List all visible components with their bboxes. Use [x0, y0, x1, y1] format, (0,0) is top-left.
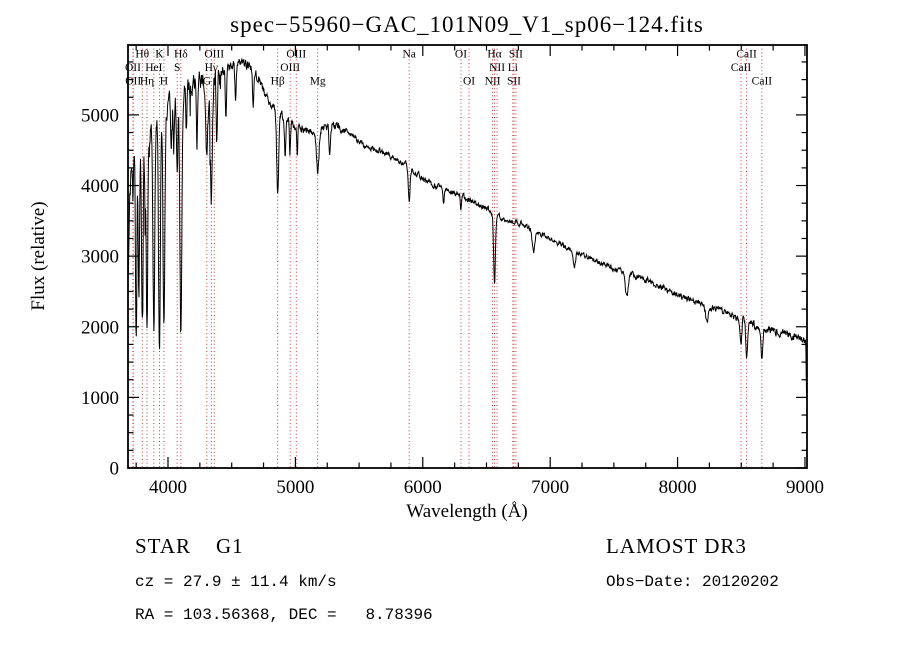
line-marker-label: OII	[125, 62, 141, 74]
x-tick-label: 9000	[786, 477, 824, 498]
line-marker-label: H	[160, 76, 168, 88]
x-tick-label: 4000	[149, 477, 187, 498]
line-marker-label: OIII	[204, 49, 224, 61]
line-marker-label: OIII	[280, 62, 300, 74]
x-tick-label: 8000	[659, 477, 697, 498]
spectrum-trace	[127, 57, 808, 400]
line-marker-label: Hη	[140, 76, 154, 88]
line-marker-label: G	[203, 76, 211, 88]
line-marker-label: Hγ	[205, 62, 218, 74]
line-marker-label: OI	[455, 49, 467, 61]
y-tick-label: 0	[110, 459, 120, 480]
line-marker-label: Hθ	[135, 49, 149, 61]
line-marker-label: NII	[485, 76, 501, 88]
line-marker-label: CaII	[752, 76, 773, 88]
line-marker-label: NII	[489, 62, 505, 74]
plot-border	[127, 44, 808, 469]
line-marker-label: Mg	[310, 76, 326, 88]
line-marker-label: S	[174, 62, 180, 74]
line-marker-label: Hδ	[174, 49, 188, 61]
axis-ticks	[128, 45, 807, 469]
plot-title: spec−55960−GAC_101N09_V1_sp06−124.fits	[230, 12, 704, 37]
obs-date-label: Obs−Date: 20120202	[606, 573, 779, 591]
x-tick-label: 6000	[404, 477, 442, 498]
y-tick-label: 2000	[81, 317, 119, 338]
line-marker-label: SII	[509, 49, 523, 61]
y-tick-label: 1000	[81, 388, 119, 409]
line-marker-label: HeI	[145, 62, 162, 74]
object-class-label: STAR G1	[135, 534, 244, 558]
line-marker-label: OII	[125, 76, 141, 88]
line-marker-label: Na	[402, 49, 415, 61]
x-tick-label: 5000	[276, 477, 314, 498]
y-tick-label: 5000	[81, 105, 119, 126]
line-marker-label: K	[155, 49, 164, 61]
survey-label: LAMOST DR3	[606, 534, 747, 558]
line-marker-label: Hβ	[271, 76, 285, 88]
y-axis-label: Flux (relative)	[28, 201, 49, 310]
line-marker-label: OI	[463, 76, 475, 88]
line-marker-label: Li	[508, 62, 518, 74]
line-marker-label: CaII	[736, 49, 757, 61]
coordinates-label: RA = 103.56368, DEC = 8.78396	[135, 606, 433, 624]
line-marker-label: SII	[507, 76, 521, 88]
cz-value-label: cz = 27.9 ± 11.4 km/s	[135, 573, 337, 591]
x-axis-label: Wavelength (Å)	[406, 501, 527, 522]
x-tick-label: 7000	[531, 477, 569, 498]
line-marker-label: OIII	[286, 49, 306, 61]
y-tick-label: 3000	[81, 247, 119, 268]
y-tick-label: 4000	[81, 176, 119, 197]
line-marker-label: CaII	[731, 62, 752, 74]
line-marker-label: Hα	[487, 49, 501, 61]
